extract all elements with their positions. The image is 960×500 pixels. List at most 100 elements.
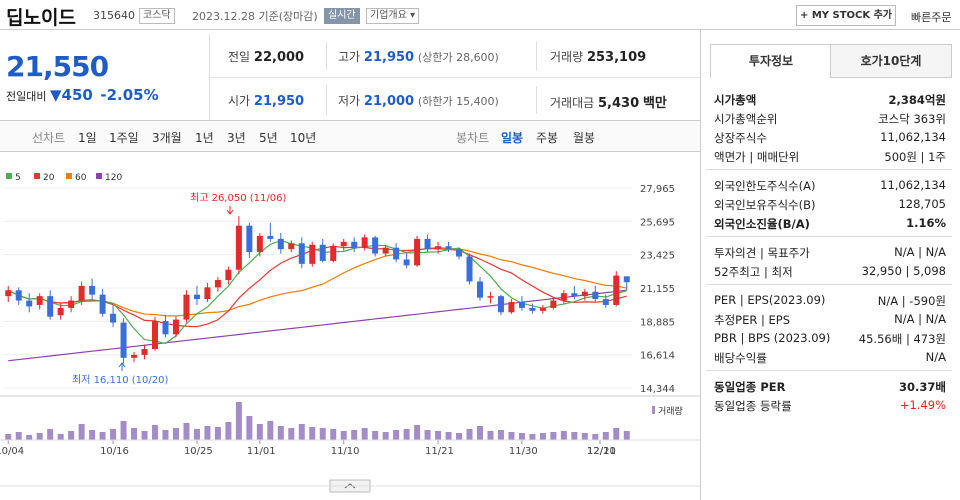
- divider: [326, 86, 327, 114]
- panel-row-key: 외국인소진율(B/A): [714, 217, 810, 231]
- line-tab-2[interactable]: 1주일: [109, 131, 139, 145]
- volume-bar: [330, 429, 337, 440]
- volume-bar: [476, 426, 483, 440]
- x-tick-label: 11/01: [247, 446, 276, 457]
- candle-body: [172, 319, 179, 335]
- volume-bar: [623, 431, 630, 440]
- candle-body: [550, 300, 557, 308]
- volume-bar: [5, 434, 12, 440]
- panel-row-value: +1.49%: [899, 398, 946, 412]
- volume-bar: [414, 425, 421, 440]
- volume-bar: [456, 433, 463, 440]
- amount-unit: 백만: [642, 96, 667, 111]
- panel-row: 배당수익률 N/A: [714, 350, 946, 368]
- volume-bar: [152, 425, 159, 440]
- change-amount: ▼450: [49, 86, 93, 104]
- volume-bar: [246, 416, 253, 440]
- max-arrow-icon: [226, 206, 234, 215]
- y-tick-label: 16,614: [640, 351, 675, 362]
- panel-row-value: N/A: [925, 350, 946, 364]
- legend-label: 20: [43, 173, 55, 183]
- divider: [700, 30, 701, 500]
- volume-bar: [466, 429, 473, 440]
- panel-divider: [706, 236, 952, 237]
- tab-invest-info[interactable]: 투자정보: [710, 44, 832, 78]
- line-tab-4[interactable]: 1년: [195, 131, 214, 145]
- high-value: 21,950: [363, 50, 415, 65]
- candle-body: [372, 237, 379, 254]
- stock-name: 딥노이드: [6, 7, 76, 29]
- candle-body: [466, 256, 473, 282]
- legend-swatch: [34, 173, 40, 179]
- candle-body: [330, 246, 337, 261]
- company-info-dropdown[interactable]: 기업개요 ▾: [366, 8, 419, 24]
- line-tab-5[interactable]: 3년: [227, 131, 246, 145]
- x-tick-label: 11/30: [509, 446, 538, 457]
- volume-bar: [435, 431, 442, 440]
- line-tab-1[interactable]: 1일: [78, 131, 97, 145]
- candle-tab-3[interactable]: 월봉: [573, 131, 596, 145]
- divider: [209, 34, 210, 120]
- volume-bar: [267, 421, 274, 440]
- volume-bar: [225, 422, 232, 440]
- max-label: 최고 26,050 (11/06): [190, 192, 286, 204]
- volume-bar: [351, 430, 358, 440]
- panel-row: 외국인소진율(B/A) 1.16%: [714, 216, 946, 234]
- line-tab-6[interactable]: 5년: [259, 131, 278, 145]
- panel-row: PER | EPS(2023.09) N/A | -590원: [714, 293, 946, 311]
- volume-bar: [592, 434, 599, 440]
- my-stock-add-button[interactable]: + MY STOCK 추가: [796, 5, 896, 26]
- chevron-up-icon: [344, 483, 356, 489]
- lower-limit: (하한가 15,400): [417, 95, 499, 108]
- candle-tab-1[interactable]: 일봉: [501, 131, 524, 145]
- panel-row: 추정PER | EPS N/A | N/A: [714, 312, 946, 330]
- line-tab-7[interactable]: 10년: [290, 131, 317, 145]
- volume-bar: [340, 431, 347, 440]
- volume-bar: [298, 424, 305, 440]
- panel-row-value: 32,950 | 5,098: [861, 264, 946, 278]
- live-badge[interactable]: 실시간: [324, 8, 360, 24]
- candle-body: [162, 321, 169, 335]
- panel-row-value: 11,062,134: [880, 130, 946, 144]
- volume-bar: [497, 430, 504, 440]
- panel-row-value: 11,062,134: [880, 178, 946, 192]
- panel-row-value: N/A | N/A: [894, 312, 946, 326]
- x-tick-label: 10/04: [0, 446, 24, 457]
- min-arrow-icon: [118, 362, 126, 371]
- panel-row-key: 시가총액: [714, 93, 757, 107]
- candle-body: [319, 244, 326, 261]
- volume-value: 253,109: [586, 50, 647, 65]
- candle-body: [256, 235, 263, 253]
- volume-bar: [309, 427, 316, 440]
- volume-bar: [89, 430, 96, 440]
- candle-tab-2[interactable]: 주봉: [536, 131, 559, 145]
- high-label: 고가: [338, 50, 361, 64]
- candle-body: [613, 275, 620, 305]
- candle-body: [497, 296, 504, 313]
- amount-label: 거래대금: [550, 96, 595, 110]
- volume-bar: [518, 433, 525, 440]
- volume-bar: [361, 428, 368, 440]
- candle-body: [435, 246, 442, 250]
- volume-bar: [78, 424, 85, 440]
- candle-body: [110, 313, 117, 323]
- fast-order-link[interactable]: 빠른주문: [911, 11, 952, 24]
- candle-body: [298, 243, 305, 264]
- panel-divider: [706, 370, 952, 371]
- panel-row-key: PBR | BPS (2023.09): [714, 331, 831, 345]
- candle-body: [476, 281, 483, 298]
- candlestick-chart[interactable]: 5 20 60 120 27,965 25,695 23,425 21,155 18,885 16…: [0, 153, 700, 500]
- volume-bar: [204, 426, 211, 440]
- line-tab-3[interactable]: 3개월: [152, 131, 182, 145]
- panel-row-value: 500원 | 1주: [884, 150, 946, 164]
- panel-row: 외국인한도주식수(A) 11,062,134: [714, 178, 946, 196]
- candle-body: [571, 293, 578, 297]
- tab-hoga-10[interactable]: 호가10단계: [830, 44, 952, 78]
- candle-body: [267, 235, 274, 239]
- candle-body: [5, 290, 12, 297]
- candle-body: [529, 307, 536, 311]
- volume-bar: [193, 429, 200, 440]
- candle-body: [424, 238, 431, 250]
- candle-body: [26, 300, 33, 307]
- quote-date: 2023.12.28 기준(장마감): [192, 10, 318, 23]
